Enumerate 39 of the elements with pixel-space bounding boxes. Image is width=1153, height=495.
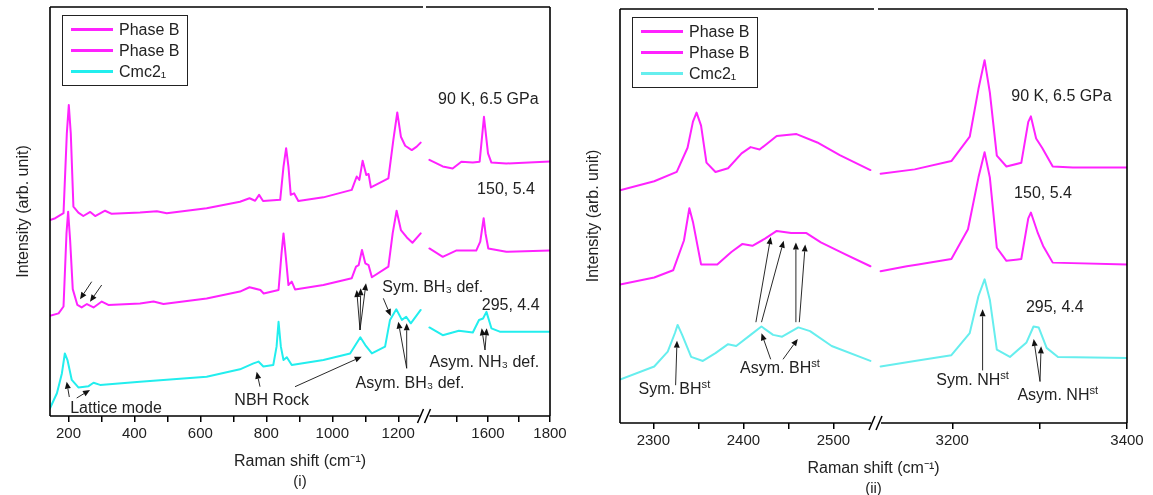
- annotation: Sym. NH$^{st}$: [936, 368, 1009, 389]
- y-axis-title: Intensity (arb. unit): [14, 145, 32, 278]
- annotation: Asym. NH$^{st}$: [1017, 384, 1099, 405]
- annotation: NBH Rock: [234, 391, 310, 409]
- x-tick-label: 200: [55, 424, 81, 442]
- x-axis-title: Raman shift (cm⁻¹): [807, 459, 940, 477]
- x-tick-label: 600: [187, 424, 213, 442]
- annotation: Asym. NH₃ def.: [429, 352, 540, 371]
- annotation: 150, 5.4: [1014, 184, 1072, 203]
- legend-label: Phase B: [689, 43, 750, 62]
- annotation: Asym. BH₃ def.: [355, 374, 465, 393]
- x-axis-title: Raman shift (cm⁻¹): [233, 452, 367, 470]
- text: (i): [293, 472, 307, 490]
- legend-label: Cmc2₁: [119, 62, 167, 81]
- text: 90 K, 6.5 GPa: [438, 90, 539, 109]
- annotation: Sym. BH₃ def.: [382, 278, 484, 297]
- x-tick-label: 2400: [726, 431, 761, 449]
- x-tick-label: 2500: [816, 431, 851, 449]
- annotation: 90 K, 6.5 GPa: [1011, 86, 1112, 105]
- annotation: 150, 5.4: [477, 180, 535, 199]
- annotation: 295, 4.4: [481, 296, 540, 314]
- x-tick-label: 2300: [636, 431, 671, 449]
- annotation: Asym. BH$^{st}$: [740, 356, 820, 377]
- x-tick-label: 1000: [315, 424, 349, 442]
- x-tick-label: 3400: [1110, 431, 1144, 449]
- annotation: Lattice mode: [70, 399, 162, 417]
- x-tick-label: 400: [121, 424, 147, 442]
- legend-label: Phase B: [119, 20, 180, 39]
- x-tick-label: 800: [253, 424, 279, 442]
- annotation: 295, 4.4: [1025, 297, 1084, 316]
- x-tick-label: 1600: [471, 424, 505, 442]
- legend-label: Phase B: [119, 41, 180, 60]
- x-tick-label: 1800: [533, 424, 567, 442]
- legend-label: Cmc2₁: [689, 64, 737, 83]
- y-axis-title: Intensity (arb. unit): [584, 149, 602, 283]
- x-tick-label: 1200: [381, 424, 415, 442]
- annotation: Sym. BH$^{st}$: [638, 377, 711, 399]
- x-tick-label: 3200: [935, 431, 969, 449]
- legend-label: Phase B: [689, 22, 750, 41]
